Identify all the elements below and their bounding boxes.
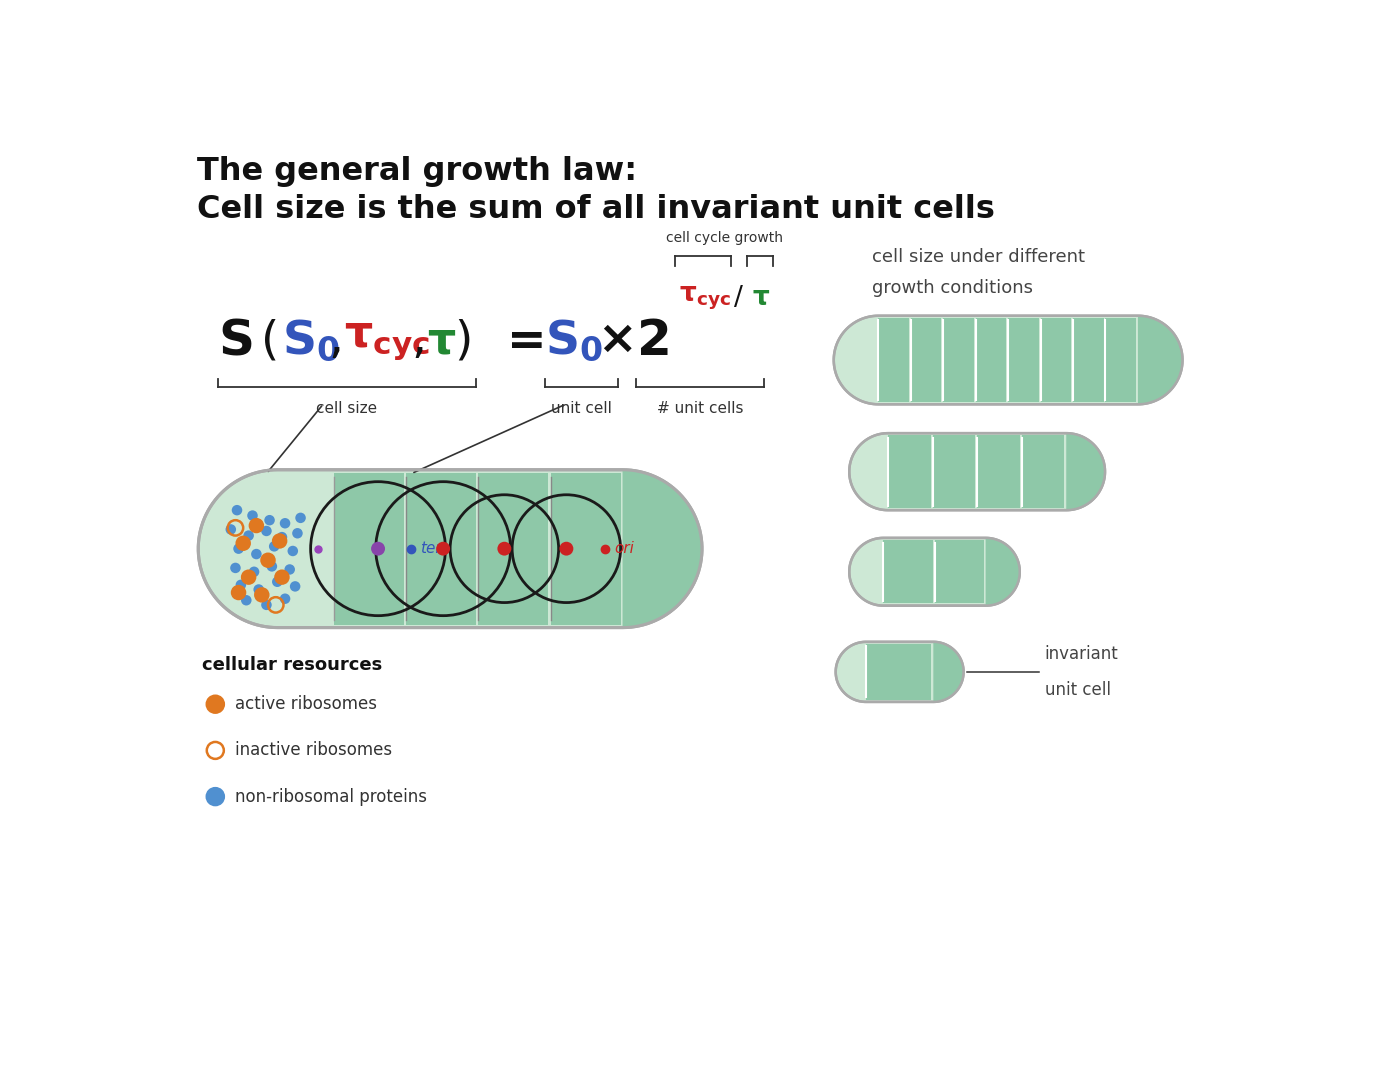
Text: The general growth law:: The general growth law: [196,156,637,187]
Circle shape [290,581,301,592]
Text: cellular resources: cellular resources [202,656,382,675]
Bar [878,318,909,401]
Bar [1040,318,1071,401]
Circle shape [277,532,287,542]
Circle shape [249,567,259,577]
Bar [333,473,403,625]
Circle shape [293,528,302,539]
Text: $\mathbf{S}$: $\mathbf{S}$ [217,317,252,364]
Circle shape [232,505,242,516]
Text: $/$: $/$ [734,285,743,311]
Bar [888,435,931,508]
Circle shape [251,548,262,559]
Text: $\mathbf{=}$: $\mathbf{=}$ [497,319,542,363]
Circle shape [265,515,274,526]
Text: $\mathbf{\tau}$: $\mathbf{\tau}$ [427,319,456,362]
Bar [883,541,932,604]
Circle shape [272,577,283,588]
Polygon shape [623,470,701,628]
Bar [406,473,476,625]
Text: growth conditions: growth conditions [872,280,1033,297]
Text: $($: $($ [260,319,277,363]
Circle shape [371,542,385,556]
Text: $\mathbf{\tau_{cyc}}$: $\mathbf{\tau_{cyc}}$ [344,319,430,362]
Text: $\mathbf{S_0}$: $\mathbf{S_0}$ [281,318,340,363]
Circle shape [235,535,251,551]
Text: ter: ter [420,541,441,556]
Polygon shape [934,642,963,702]
Bar [1072,318,1103,401]
Text: cell cycle growth: cell cycle growth [665,231,783,245]
Bar [867,644,931,700]
Circle shape [280,518,290,529]
Circle shape [207,788,224,805]
Circle shape [295,512,305,523]
Polygon shape [1067,433,1105,510]
Bar [932,435,976,508]
Text: unit cell: unit cell [1044,681,1110,700]
Circle shape [244,530,253,541]
Circle shape [260,553,276,568]
Circle shape [234,543,244,554]
Text: non-ribosomal proteins: non-ribosomal proteins [235,788,427,805]
Text: $)$: $)$ [454,319,470,363]
Bar [911,318,941,401]
Bar [977,435,1019,508]
Circle shape [437,542,451,556]
Text: $\mathbf{2}$: $\mathbf{2}$ [636,317,669,364]
Text: inactive ribosomes: inactive ribosomes [235,741,392,759]
Circle shape [280,593,290,604]
Circle shape [207,695,224,713]
Text: invariant: invariant [1044,644,1119,663]
Text: Cell size is the sum of all invariant unit cells: Cell size is the sum of all invariant un… [196,195,994,225]
Text: $\mathbf{\tau}$: $\mathbf{\tau}$ [752,285,770,311]
Text: $\mathbf{\times}$: $\mathbf{\times}$ [598,319,633,363]
Polygon shape [199,470,701,628]
Circle shape [287,546,298,556]
Text: cell size under different: cell size under different [872,248,1085,267]
Polygon shape [850,537,1019,606]
Text: unit cell: unit cell [552,400,612,416]
Bar [479,473,549,625]
Bar [550,473,620,625]
Bar [944,318,974,401]
Text: $,$: $,$ [412,319,424,363]
Text: cell size: cell size [316,400,377,416]
Circle shape [230,562,241,573]
Polygon shape [836,642,963,702]
Circle shape [262,526,272,536]
Circle shape [284,565,295,574]
Polygon shape [1138,316,1183,405]
Bar [1106,318,1135,401]
Text: active ribosomes: active ribosomes [235,695,377,714]
Circle shape [248,510,258,521]
Bar [976,318,1007,401]
Circle shape [253,584,265,595]
Polygon shape [834,316,1183,405]
Circle shape [235,580,246,590]
Text: $\mathbf{\tau_{cyc}}$: $\mathbf{\tau_{cyc}}$ [679,285,731,312]
Circle shape [241,569,256,585]
Text: ori: ori [615,541,634,556]
Circle shape [269,541,280,552]
Text: $\mathbf{S_0}$: $\mathbf{S_0}$ [546,318,603,363]
Polygon shape [986,537,1019,606]
Circle shape [272,533,287,548]
Circle shape [262,599,272,610]
Circle shape [231,585,246,601]
Circle shape [225,524,237,534]
Bar [1022,435,1064,508]
Bar [1008,318,1039,401]
Bar [935,541,984,604]
Circle shape [266,561,277,571]
Circle shape [253,588,270,603]
Text: # unit cells: # unit cells [657,400,743,416]
Circle shape [497,542,511,556]
Circle shape [560,542,574,556]
Circle shape [274,569,290,585]
Circle shape [241,595,252,606]
Circle shape [249,518,265,533]
Polygon shape [850,433,1105,510]
Text: $,$: $,$ [329,319,340,363]
